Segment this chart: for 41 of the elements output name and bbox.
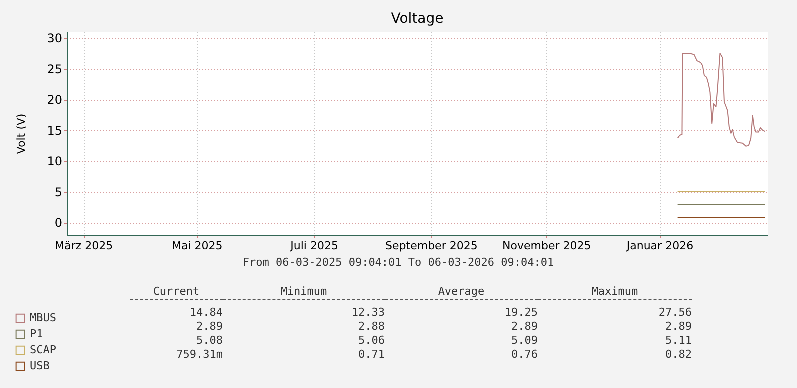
text: 5.08 [196, 334, 223, 348]
text: 0.71 [358, 348, 385, 362]
y-axis-title: Volt (V) [15, 114, 28, 154]
text: 0.82 [664, 348, 692, 362]
chart-title: Voltage [391, 11, 444, 27]
y-tick-label: 25 [47, 62, 62, 76]
text: Average [385, 284, 538, 300]
text: 5.06 [358, 334, 385, 348]
y-tick-label: 30 [47, 32, 62, 46]
text: 27.56 [658, 306, 692, 320]
text: 19.25 [504, 306, 538, 320]
text: 2.89 [664, 320, 692, 334]
x-tick-label: November 2025 [502, 240, 592, 252]
text: 12.33 [350, 306, 385, 320]
y-tick-label: 10 [47, 154, 62, 169]
x-tick-label: Mai 2025 [172, 240, 223, 252]
x-tick-label: Januar 2026 [626, 240, 694, 252]
line-series [677, 53, 766, 147]
text: Maximum [538, 284, 692, 300]
text: 14.84 [188, 306, 223, 320]
legend-label: P1 [30, 328, 44, 340]
x-tick-label: September 2025 [386, 240, 478, 252]
text: 2.89 [510, 320, 538, 334]
text: Current [130, 284, 223, 300]
text: 2.89 [196, 320, 223, 334]
legend-label: SCAP [30, 344, 57, 356]
y-tick-label: 5 [54, 185, 62, 200]
text: 5.11 [664, 334, 692, 348]
text: 759.31m [176, 348, 223, 362]
y-tick-label: 20 [47, 93, 62, 108]
text: 2.88 [358, 320, 385, 334]
text: From 06-03-2025 09:04:01 To 06-03-2026 09:04:01 [242, 256, 556, 269]
text: 5.09 [510, 334, 538, 348]
text: 0.76 [510, 348, 538, 362]
legend-label: USB [30, 360, 50, 372]
y-tick-label: 0 [54, 216, 62, 230]
x-tick-label: März 2025 [55, 240, 114, 252]
x-tick-label: Juli 2025 [290, 240, 338, 252]
y-tick-label: 15 [47, 124, 62, 138]
legend-label: MBUS [30, 312, 56, 324]
text: Minimum [223, 284, 385, 300]
